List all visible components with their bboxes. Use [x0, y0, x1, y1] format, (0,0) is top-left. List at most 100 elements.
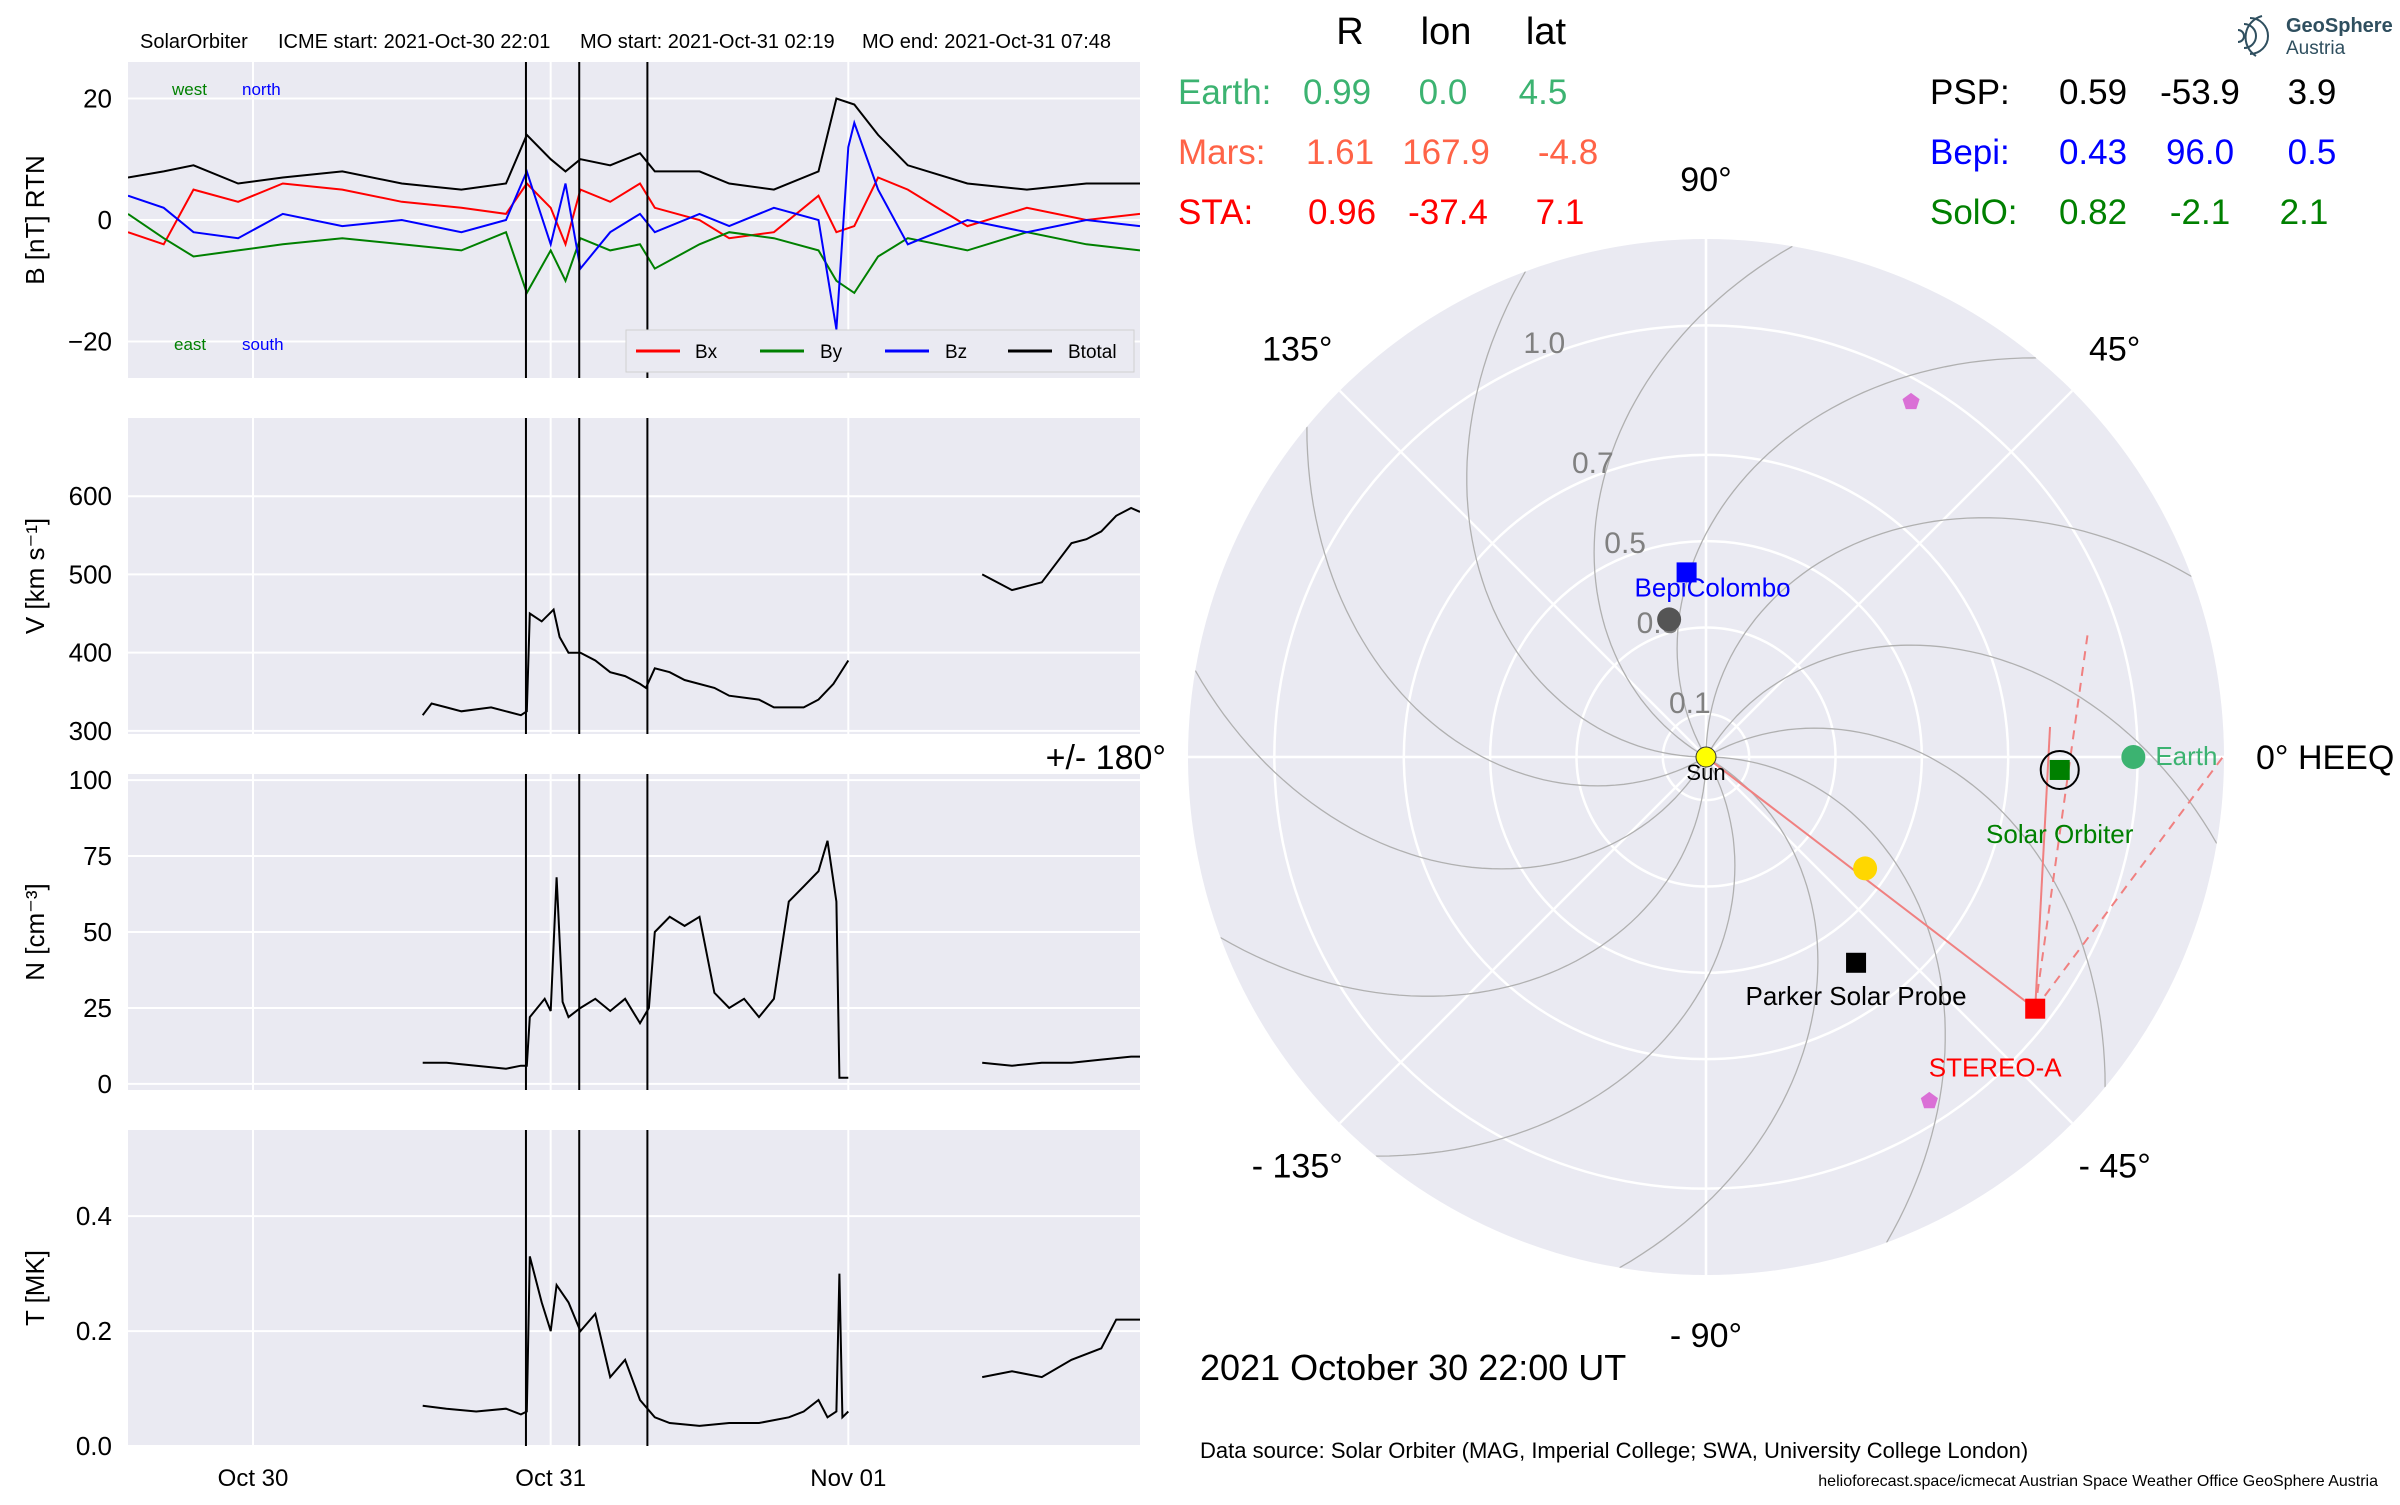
y-tick-label: 25 [83, 993, 112, 1023]
earth-label: Earth [2155, 741, 2217, 771]
row-lon: 167.9 [1402, 133, 1490, 172]
row-r: 1.61 [1306, 133, 1374, 172]
row-r: 0.59 [2059, 73, 2127, 112]
y-tick-label: 400 [69, 638, 112, 668]
polar-inner [1188, 239, 2224, 1275]
b-legend: Bx By Bz Btotal [625, 329, 1135, 373]
row-lon: -2.1 [2170, 193, 2230, 232]
y-tick-label: 100 [69, 765, 112, 795]
mars-marker [1920, 1091, 1938, 1109]
x-tick-label: Oct 30 [218, 1465, 289, 1492]
logo-line2: Austria [2286, 38, 2346, 59]
parker-solar-probe-label: Parker Solar Probe [1746, 981, 1967, 1011]
legend-label-bz: Bz [945, 342, 967, 363]
row-lat: 2.1 [2280, 193, 2329, 232]
fov-line-solid [1705, 756, 2036, 1010]
earth-marker [2121, 745, 2146, 769]
angular-gridline [1705, 756, 2074, 1125]
parker-solar-probe-marker [1846, 952, 1867, 973]
series-line-v [421, 607, 850, 717]
density-plot: 0 25 50 75 100 N [cm⁻³] [20, 765, 1140, 1099]
table-row-mars: Mars: 1.61 167.9 -4.8 [1178, 133, 1598, 172]
body-7-marker [1657, 607, 1682, 632]
row-lat: 3.9 [2288, 73, 2337, 112]
row-name: SolO: [1930, 193, 2018, 232]
solar-orbiter-label: Solar Orbiter [1986, 819, 2134, 849]
table-row-solo: SolO: 0.82 -2.1 2.1 [1930, 193, 2328, 232]
velocity-panel: 300 400 500 600 V [km s⁻¹] [20, 418, 1140, 746]
fov-line-dashed [2034, 737, 2224, 1010]
row-name: PSP: [1930, 73, 2010, 112]
series-line-n [422, 840, 849, 1079]
body-6-marker [1853, 856, 1878, 881]
row-r: 0.99 [1303, 73, 1371, 112]
geosphere-logo: GeoSphere Austria [2237, 15, 2393, 59]
row-name: Mars: [1178, 133, 1266, 172]
y-tick-label: 20 [83, 83, 112, 113]
date-label: 2021 October 30 22:00 UT [1200, 1347, 1626, 1388]
y-tick-label: 75 [83, 841, 112, 871]
angle-label: - 45° [2079, 1148, 2151, 1186]
row-lat: 4.5 [1519, 73, 1568, 112]
row-lat: -4.8 [1538, 133, 1598, 172]
parker-spiral-line [1593, 245, 1793, 758]
angular-gridline [1338, 756, 1707, 1125]
series-line-v [981, 506, 1140, 592]
stereo-a-marker [2025, 998, 2046, 1019]
angle-label: - 90° [1670, 1317, 1742, 1355]
row-r: 0.43 [2059, 133, 2127, 172]
row-lon: 0.0 [1419, 73, 1468, 112]
series-line-bx [128, 176, 1140, 248]
panel-background [128, 418, 1140, 734]
row-lat: 7.1 [1536, 193, 1585, 232]
parker-spiral-line [1375, 756, 1736, 1157]
radial-tick-label: 0.1 [1669, 687, 1711, 720]
logo-line1: GeoSphere [2286, 15, 2393, 37]
parker-spiral-line [1705, 756, 1946, 1243]
temperature-plot: 0.0 0.2 0.4 Oct 30 Oct 31 Nov 01 T [MK] [20, 1130, 1140, 1492]
data-source: Data source: Solar Orbiter (MAG, Imperia… [1200, 1438, 2028, 1463]
angular-gridline [1338, 389, 1707, 758]
y-tick-label: 0 [98, 1069, 112, 1099]
y-tick-label: 0.2 [76, 1316, 112, 1346]
west-label: west [171, 80, 207, 99]
row-name: Earth: [1178, 73, 1271, 112]
series-group [422, 1256, 1140, 1427]
spacecraft-name: SolarOrbiter [140, 31, 248, 53]
parker-spiral-line [1705, 517, 2192, 758]
row-name: STA: [1178, 193, 1253, 232]
row-name: Bepi: [1930, 133, 2010, 172]
table-row-psp: PSP: 0.59 -53.9 3.9 [1930, 73, 2336, 112]
geosphere-logo-icon [2237, 15, 2269, 57]
north-label: north [242, 80, 281, 99]
row-r: 0.82 [2059, 193, 2127, 232]
radial-tick-label: 1.0 [1523, 327, 1565, 360]
table-row-sta: STA: 0.96 -37.4 7.1 [1178, 193, 1584, 232]
bepicolombo-label: BepiColombo [1635, 572, 1791, 602]
legend-label-bx: Bx [695, 342, 718, 363]
y-tick-label: 600 [69, 481, 112, 511]
radial-tick-label: 0.5 [1604, 527, 1646, 560]
solar-orbiter-marker [2049, 759, 2070, 780]
y-tick-label: 0.4 [76, 1201, 112, 1231]
y-tick-label: 0 [98, 205, 112, 235]
angle-label: +/- 180° [1046, 739, 1166, 777]
row-lon: -37.4 [1408, 193, 1488, 232]
y-axis-label: N [cm⁻³] [20, 883, 50, 981]
series-line-bz [128, 119, 1140, 330]
solar-orbiter-ring [2039, 749, 2080, 790]
parker-spiral-line [1466, 271, 1707, 758]
parker-spiral-line [1194, 670, 1707, 870]
fov-line-solid [2034, 726, 2052, 1009]
row-r: 0.96 [1308, 193, 1376, 232]
table-header-lon: lon [1421, 11, 1472, 53]
legend-label-btotal: Btotal [1068, 342, 1117, 363]
table-row-earth: Earth: 0.99 0.0 4.5 [1178, 73, 1567, 112]
parker-spiral-line [1306, 426, 1707, 787]
south-label: south [242, 335, 284, 354]
parker-spiral-line [1619, 756, 1819, 1269]
table-row-bepi: Bepi: 0.43 96.0 0.5 [1930, 133, 2336, 172]
series-group [421, 506, 1140, 717]
